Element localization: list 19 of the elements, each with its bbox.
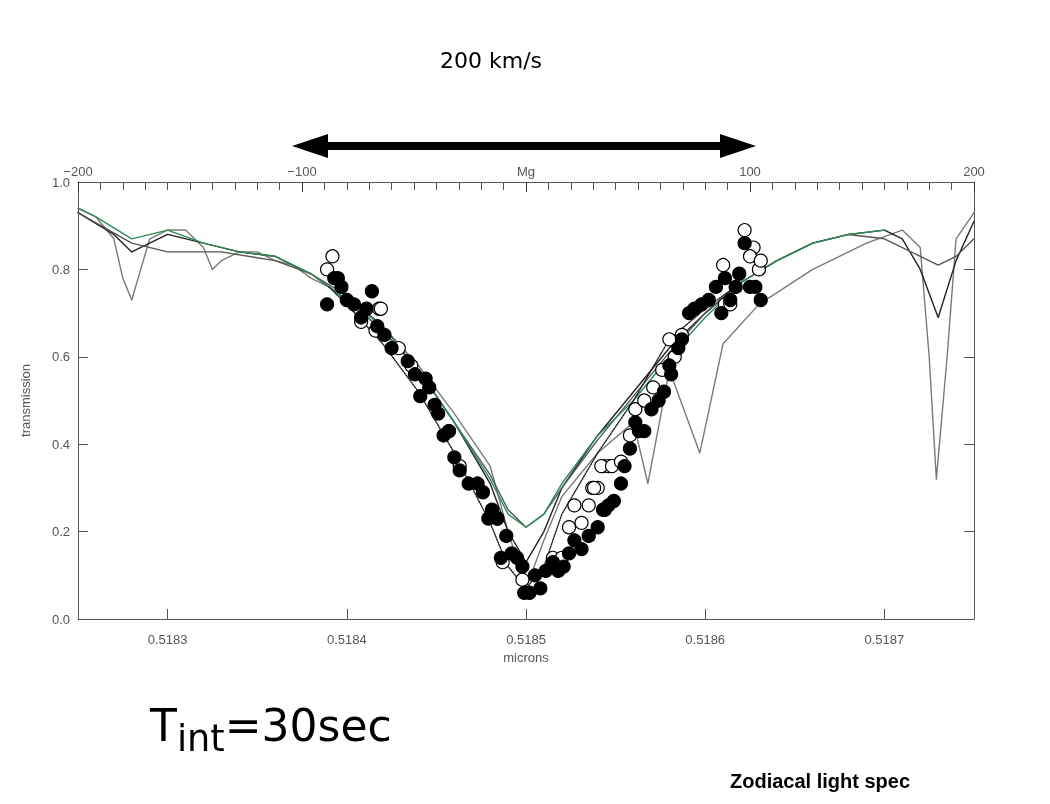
text: T$_{int}$=30sec xyxy=(150,700,392,760)
text: 200 km/s xyxy=(440,48,543,73)
x-tick-label: 0.5185 xyxy=(506,632,546,647)
x-axis-title: microns xyxy=(503,649,550,665)
y-axis-title: transmission xyxy=(18,364,33,437)
y-tick-label: 0.0 xyxy=(51,611,70,627)
x-tick-label: 0.5184 xyxy=(326,632,367,647)
x-tick-label: 0.5187 xyxy=(864,632,905,647)
x2-tick-label: 200 xyxy=(963,164,985,179)
x2-tick-label: 100 xyxy=(739,164,761,179)
y-tick-label: 0.6 xyxy=(51,349,70,365)
x-tick-label: 0.5186 xyxy=(685,632,726,647)
text: Zodiacal light spec xyxy=(730,770,911,793)
x2-tick-label: −100 xyxy=(287,164,317,179)
y-tick-label: 0.2 xyxy=(51,524,70,540)
y-tick-label: 0.8 xyxy=(51,261,70,277)
x2-tick-label: Mg xyxy=(516,164,536,179)
y-tick-label: 0.4 xyxy=(51,436,70,452)
x-tick-label: 0.5183 xyxy=(147,632,188,647)
